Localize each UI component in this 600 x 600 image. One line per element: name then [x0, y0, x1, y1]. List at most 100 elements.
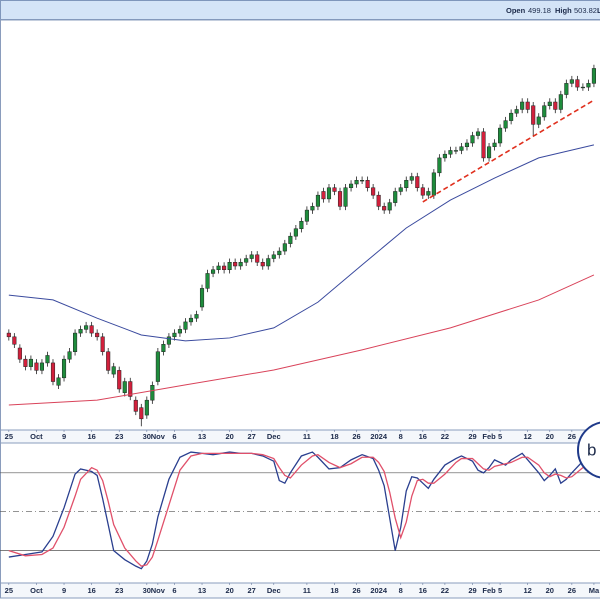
x-tick-label: Oct	[30, 432, 43, 441]
candle-body	[464, 142, 470, 147]
x-tick-label: Ma	[589, 586, 600, 595]
candle-body	[39, 362, 45, 371]
candle-body	[277, 250, 282, 256]
candle-body	[67, 351, 72, 360]
candle-body	[271, 254, 276, 259]
x-tick-label: 30	[143, 432, 151, 441]
candle-body	[84, 325, 89, 330]
candle-body	[211, 269, 216, 274]
stoch-line	[8, 452, 595, 567]
candle-body	[128, 381, 133, 397]
candle-body	[56, 377, 61, 386]
low-label: L	[597, 6, 600, 15]
x-tick-label: 8	[399, 586, 403, 595]
x-tick-label: 13	[198, 432, 206, 441]
candle-body	[426, 191, 431, 196]
candle-body	[591, 68, 596, 84]
candle-body	[420, 187, 425, 196]
candle-body	[404, 180, 409, 188]
candle-body	[437, 157, 442, 174]
x-tick-label: 18	[330, 432, 338, 441]
candle-body	[498, 127, 503, 144]
candle-body	[50, 362, 56, 382]
candle-body	[244, 258, 249, 263]
candle-body	[431, 172, 436, 196]
x-tick-label: 11	[303, 432, 311, 441]
candle-body	[326, 187, 332, 200]
candle-body	[415, 176, 420, 188]
candle-body	[266, 258, 271, 267]
candle-body	[260, 262, 265, 267]
x-tick-label: 6	[172, 586, 176, 595]
x-tick-label: Dec	[267, 432, 281, 441]
candle-body	[448, 150, 453, 155]
candle-body	[520, 101, 525, 110]
x-tick-label: 16	[87, 432, 95, 441]
candle-body	[95, 332, 100, 338]
candle-body	[371, 187, 376, 196]
candle-body	[503, 120, 508, 129]
x-tick-label: 23	[115, 432, 123, 441]
x-tick-label: 25	[5, 432, 13, 441]
x-tick-label: 5	[498, 586, 502, 595]
candle-body	[475, 131, 481, 136]
candle-body	[177, 329, 182, 334]
candle-body	[249, 254, 254, 259]
candle-body	[393, 191, 398, 203]
x-tick-label: 29	[468, 432, 476, 441]
candle-body	[17, 347, 22, 360]
candle-body	[349, 183, 354, 188]
high-label: High	[555, 6, 572, 15]
candle-body	[255, 254, 260, 263]
candle-body	[321, 191, 326, 200]
candle-body	[150, 385, 155, 401]
x-tick-label: 20	[546, 432, 554, 441]
candle-body	[542, 105, 547, 118]
candle-body	[222, 265, 227, 270]
candle-body	[442, 153, 447, 159]
moving-average	[8, 274, 595, 406]
candle-body	[525, 101, 530, 110]
candle-body	[365, 180, 370, 188]
x-tick-label: Oct	[30, 586, 43, 595]
candle-body	[470, 135, 475, 144]
candle-body	[387, 202, 392, 211]
open-value: 499.18	[528, 6, 551, 15]
candle-body	[304, 209, 309, 222]
candle-body	[6, 332, 11, 338]
x-tick-label: 13	[198, 586, 206, 595]
x-tick-label: 6	[172, 432, 176, 441]
candle-body	[487, 146, 492, 159]
candle-body	[89, 325, 94, 334]
candle-body	[106, 351, 111, 371]
candle-body	[536, 116, 541, 125]
candle-body	[310, 206, 315, 211]
candle-body	[199, 288, 205, 308]
candle-body	[23, 358, 28, 367]
candle-body	[553, 101, 558, 110]
candle-body	[122, 381, 127, 393]
candle-body	[459, 146, 464, 151]
x-tick-label: 22	[441, 586, 449, 595]
candle-body	[172, 332, 177, 338]
x-tick-label: 29	[468, 586, 476, 595]
candle-body	[514, 109, 519, 114]
x-tick-label: 20	[546, 586, 554, 595]
candle-body	[288, 235, 293, 244]
x-tick-label: Feb	[482, 586, 496, 595]
x-tick-label: 20	[225, 586, 233, 595]
x-tick-label: 2024	[370, 432, 388, 441]
x-tick-label: 20	[225, 432, 233, 441]
candle-body	[188, 317, 194, 323]
candle-body	[161, 344, 166, 352]
candle-body	[360, 180, 365, 182]
badge-button[interactable]	[577, 421, 600, 479]
candle-body	[376, 194, 381, 207]
candle-body	[45, 355, 50, 364]
candle-body	[100, 336, 105, 352]
x-tick-label: 9	[62, 432, 66, 441]
badge-text[interactable]: b	[587, 440, 596, 459]
x-tick-label: Dec	[267, 586, 281, 595]
